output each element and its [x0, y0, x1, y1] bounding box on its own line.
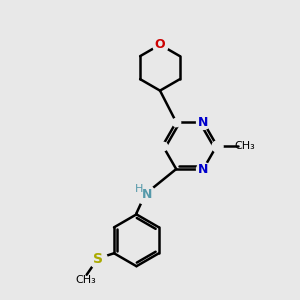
Text: CH₃: CH₃	[76, 275, 96, 285]
Text: N: N	[198, 116, 208, 129]
Text: CH₃: CH₃	[234, 141, 255, 151]
Text: N: N	[142, 188, 152, 201]
Text: N: N	[198, 163, 208, 176]
Text: H: H	[135, 184, 143, 194]
Text: O: O	[155, 38, 165, 51]
Text: S: S	[93, 252, 103, 266]
